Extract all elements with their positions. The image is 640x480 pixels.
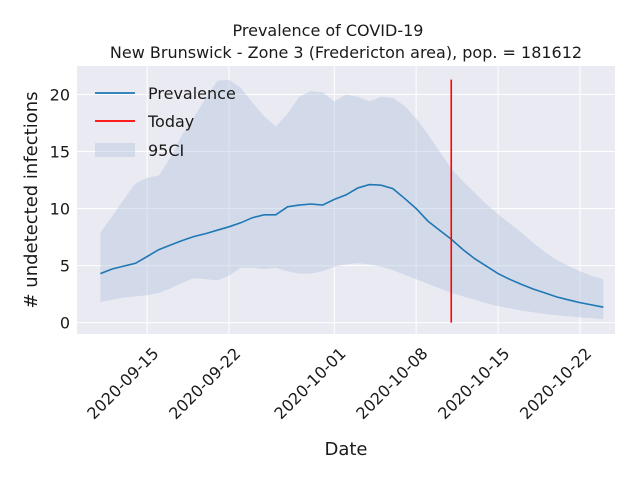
x-tick-label: 2020-10-08 (352, 344, 431, 423)
y-tick-label: 10 (50, 200, 70, 219)
legend: Prevalence Today 95CI (95, 84, 236, 160)
y-gridlines (77, 94, 615, 324)
y-tick-label: 0 (60, 314, 70, 333)
x-gridlines (146, 66, 581, 334)
legend-ci95-swatch (95, 143, 135, 157)
x-tick-label: 2020-10-15 (434, 344, 513, 423)
prevalence-line (100, 183, 604, 308)
legend-today-label: Today (147, 112, 194, 131)
y-tick-label: 20 (50, 86, 70, 105)
x-axis-label: Date (324, 439, 367, 460)
x-tick-label: 2020-10-22 (516, 344, 595, 423)
y-tick-label: 15 (50, 143, 70, 162)
chart-title: Prevalence of COVID-19 (233, 21, 424, 40)
x-tick-labels: 2020-09-15 2020-09-22 2020-10-01 2020-10-08… (83, 344, 595, 423)
legend-prevalence-label: Prevalence (148, 84, 236, 103)
ci95-band (100, 79, 604, 320)
y-tick-labels: 0 5 10 15 20 (50, 86, 70, 333)
legend-ci95-label: 95CI (148, 141, 184, 160)
x-tick-label: 2020-09-15 (83, 344, 162, 423)
chart-subtitle: New Brunswick - Zone 3 (Fredericton area… (110, 43, 582, 62)
x-tick-label: 2020-10-01 (270, 344, 349, 423)
plot-area (77, 66, 615, 334)
y-axis-label: # undetected infections (21, 91, 42, 308)
x-tick-label: 2020-09-22 (165, 344, 244, 423)
y-tick-label: 5 (60, 257, 70, 276)
